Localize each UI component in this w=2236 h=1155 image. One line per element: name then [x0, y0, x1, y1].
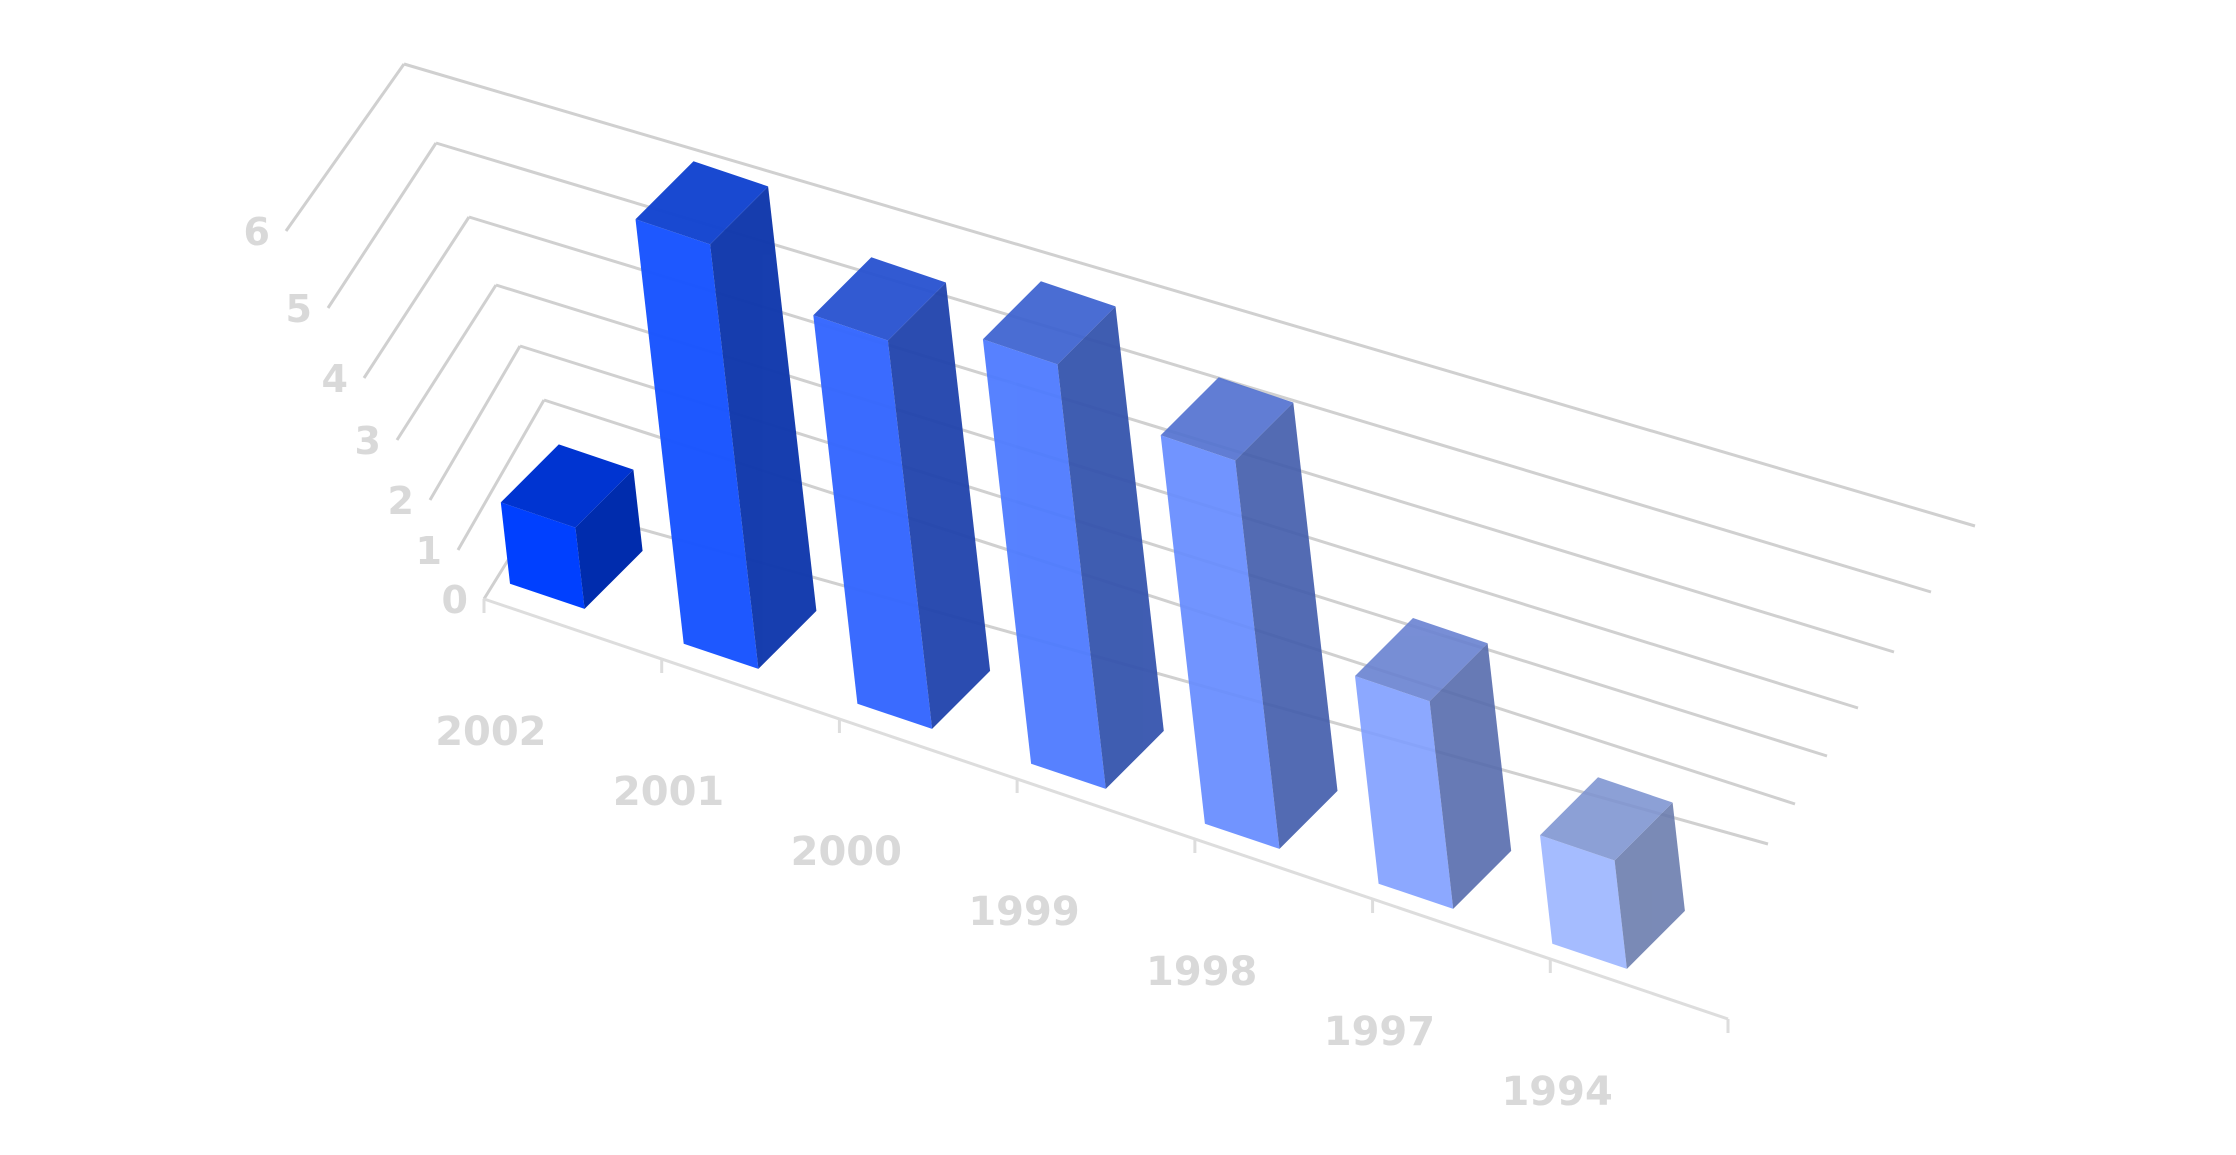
bar-side-face: [710, 186, 817, 669]
gridline-wall-3: [395, 284, 498, 441]
x-tick-label: 1994: [1501, 1069, 1612, 1115]
bar-1999: [982, 281, 1164, 789]
bar-top-face: [813, 257, 946, 341]
bar-front-face: [1355, 676, 1454, 909]
x-tick-labels: 2002 2001 2000 1999 1998 1997 1994: [435, 709, 1613, 1115]
bar-2001: [635, 161, 817, 669]
bar-top-face: [1355, 618, 1488, 702]
bar-side-face: [887, 282, 991, 729]
bar-side-face: [1614, 802, 1685, 969]
bar-top-face: [982, 281, 1116, 365]
bar-side-face: [1057, 306, 1164, 789]
y-tick-label: 3: [355, 419, 381, 463]
bar-top-face: [1160, 377, 1294, 461]
axes: [482, 597, 1730, 1033]
y-tick-label: 6: [244, 210, 270, 254]
bar-front-face: [1540, 835, 1627, 969]
bar-front-face: [813, 315, 933, 729]
x-tick-label: 2001: [613, 769, 724, 815]
bar-1997: [1355, 618, 1512, 909]
bar-side-face: [1429, 643, 1512, 909]
bar-top-face: [500, 444, 634, 528]
bar-top-face: [1540, 777, 1673, 861]
y-tick-label: 4: [322, 357, 348, 401]
x-axis-line: [483, 597, 1729, 1021]
bar-front-face: [635, 219, 759, 669]
bar-1994: [1540, 777, 1685, 969]
bar-front-face: [1160, 435, 1280, 849]
gridline-wall-5: [326, 142, 438, 309]
y-tick-label: 5: [286, 287, 312, 331]
gridline-wall-6: [284, 63, 406, 232]
y-tick-label: 0: [442, 578, 468, 622]
bars: [500, 161, 1685, 969]
y-tick-label: 2: [388, 479, 414, 523]
bar-side-face: [1235, 402, 1338, 849]
bar-2000: [813, 257, 991, 729]
gridline-6: [403, 62, 1976, 528]
gridline-wall-1: [456, 399, 546, 551]
x-tick-label: 1998: [1146, 949, 1257, 995]
x-tick-label: 1997: [1324, 1009, 1435, 1055]
bar-top-face: [635, 161, 769, 245]
bar-front-face: [982, 339, 1106, 789]
gridline-wall-4: [362, 216, 471, 379]
bar-front-face: [500, 502, 585, 609]
x-tick-label: 2000: [791, 829, 902, 875]
x-tick-label: 1999: [968, 889, 1079, 935]
bar-1998: [1160, 377, 1338, 849]
bar-side-face: [575, 469, 643, 609]
y-tick-label: 1: [416, 529, 442, 573]
gridline-wall-2: [428, 345, 522, 501]
x-tick-label: 2002: [435, 709, 546, 755]
bar-2002: [500, 444, 643, 609]
